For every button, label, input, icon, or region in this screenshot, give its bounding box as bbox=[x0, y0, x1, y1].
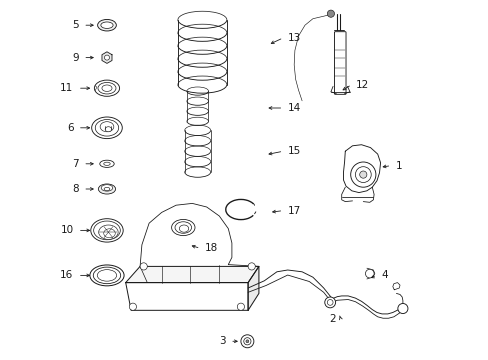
Ellipse shape bbox=[94, 80, 120, 96]
Text: 13: 13 bbox=[287, 33, 300, 43]
Ellipse shape bbox=[102, 85, 112, 91]
Circle shape bbox=[326, 300, 332, 305]
Ellipse shape bbox=[98, 82, 116, 94]
Circle shape bbox=[350, 162, 375, 187]
Polygon shape bbox=[125, 283, 247, 310]
Ellipse shape bbox=[101, 22, 113, 28]
Ellipse shape bbox=[91, 219, 123, 242]
Ellipse shape bbox=[103, 229, 115, 238]
Circle shape bbox=[247, 263, 255, 270]
Text: 2: 2 bbox=[329, 314, 336, 324]
Text: 4: 4 bbox=[381, 270, 387, 280]
Ellipse shape bbox=[103, 162, 110, 166]
FancyBboxPatch shape bbox=[334, 32, 346, 94]
Ellipse shape bbox=[97, 270, 117, 281]
Ellipse shape bbox=[98, 184, 115, 194]
Polygon shape bbox=[140, 203, 258, 266]
Polygon shape bbox=[343, 145, 380, 193]
Ellipse shape bbox=[105, 127, 111, 132]
Text: 8: 8 bbox=[72, 184, 79, 194]
Ellipse shape bbox=[91, 117, 122, 139]
Circle shape bbox=[129, 303, 136, 310]
Ellipse shape bbox=[100, 122, 114, 132]
Text: 3: 3 bbox=[219, 336, 225, 346]
Text: 16: 16 bbox=[60, 270, 73, 280]
Ellipse shape bbox=[94, 221, 120, 240]
Text: 12: 12 bbox=[355, 80, 368, 90]
Text: 17: 17 bbox=[287, 206, 300, 216]
Circle shape bbox=[241, 335, 253, 348]
Circle shape bbox=[237, 303, 244, 310]
Circle shape bbox=[244, 338, 250, 345]
Polygon shape bbox=[102, 52, 112, 63]
Text: 1: 1 bbox=[395, 161, 402, 171]
Circle shape bbox=[355, 167, 370, 183]
Text: 7: 7 bbox=[72, 159, 79, 169]
Ellipse shape bbox=[179, 225, 188, 232]
Polygon shape bbox=[247, 266, 258, 310]
Ellipse shape bbox=[101, 185, 113, 191]
Circle shape bbox=[326, 10, 334, 17]
Ellipse shape bbox=[104, 188, 110, 191]
Text: 14: 14 bbox=[287, 103, 300, 113]
Circle shape bbox=[140, 263, 147, 270]
Ellipse shape bbox=[93, 267, 121, 284]
Ellipse shape bbox=[171, 220, 195, 236]
Text: 15: 15 bbox=[287, 146, 300, 156]
Polygon shape bbox=[125, 266, 258, 283]
Circle shape bbox=[397, 303, 407, 314]
Ellipse shape bbox=[99, 225, 118, 239]
Text: 9: 9 bbox=[72, 53, 79, 63]
Ellipse shape bbox=[95, 120, 119, 136]
Circle shape bbox=[365, 269, 373, 278]
Ellipse shape bbox=[98, 19, 116, 31]
Text: 10: 10 bbox=[60, 225, 73, 235]
Ellipse shape bbox=[175, 222, 191, 233]
Circle shape bbox=[359, 171, 366, 178]
Ellipse shape bbox=[90, 265, 124, 286]
Text: 6: 6 bbox=[67, 123, 73, 133]
Circle shape bbox=[324, 297, 335, 308]
Circle shape bbox=[245, 340, 248, 343]
Text: 5: 5 bbox=[72, 20, 79, 30]
Text: 11: 11 bbox=[60, 83, 73, 93]
Text: 18: 18 bbox=[204, 243, 218, 253]
Circle shape bbox=[104, 55, 109, 60]
Ellipse shape bbox=[100, 160, 114, 167]
